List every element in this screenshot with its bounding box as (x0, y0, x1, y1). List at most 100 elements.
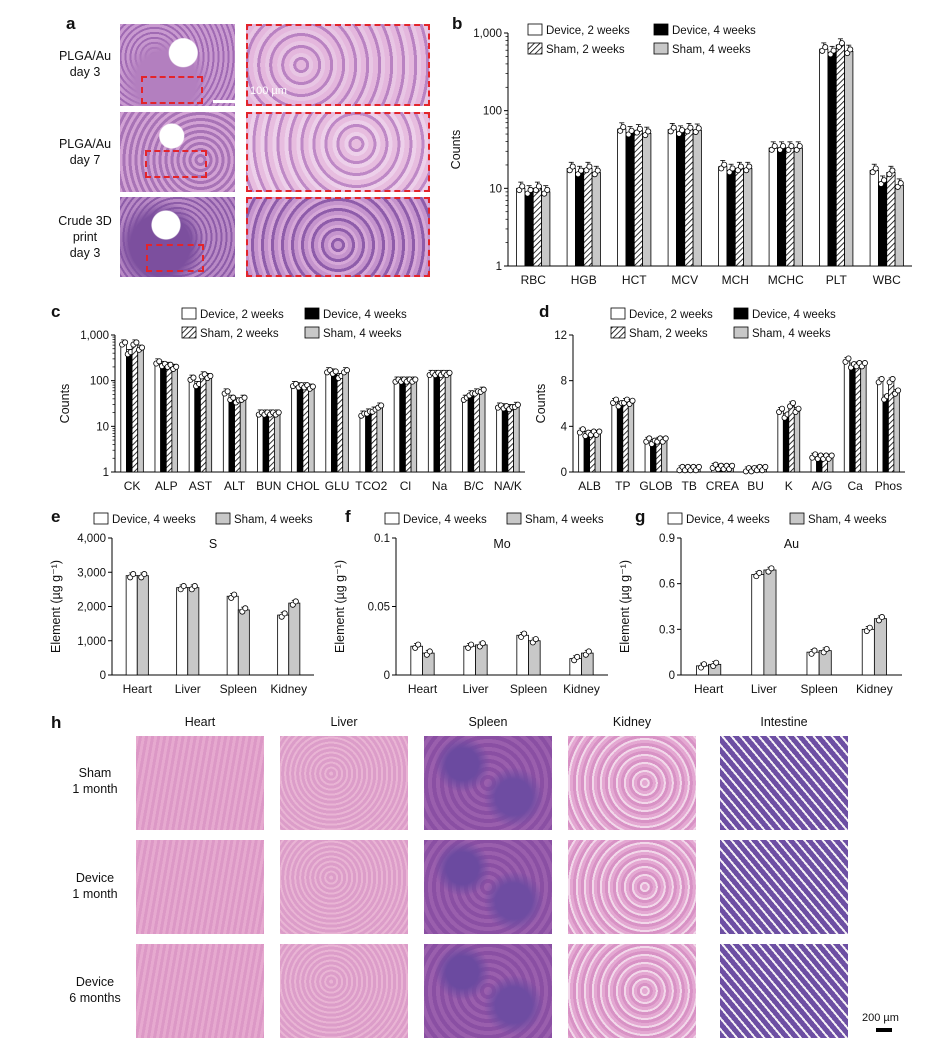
bar-c (160, 364, 167, 473)
histology-tile (280, 840, 408, 934)
data-point-b (687, 124, 694, 131)
data-point-b (670, 124, 677, 131)
histology-zoom-a1 (246, 24, 430, 106)
data-point-d (861, 360, 868, 367)
data-point-c (122, 339, 129, 346)
inset-box-a3 (146, 244, 204, 272)
y-tick-label-d: 12 (554, 330, 567, 342)
bar-b (768, 147, 778, 267)
x-tick-label-c: NA/K (494, 479, 522, 493)
panel-label-f: f (345, 507, 351, 526)
x-tick-label-c: AST (189, 479, 213, 493)
data-point-b (771, 143, 778, 150)
data-point-e (231, 591, 238, 598)
bar-c (205, 376, 213, 473)
data-point-b (636, 125, 643, 132)
histology-tile (568, 944, 696, 1038)
bar-f (410, 645, 423, 676)
legend-swatch-e (215, 512, 231, 525)
data-point-d (762, 463, 769, 470)
y-tick-label-c: 10 (96, 421, 109, 433)
histology-tile (280, 736, 408, 830)
data-point-b (569, 163, 576, 170)
bar-c (131, 343, 139, 473)
legend-swatch-b (527, 23, 543, 36)
x-tick-label-b: RBC (521, 273, 547, 287)
data-point-d (646, 435, 653, 442)
x-tick-label-d: A/G (812, 479, 833, 493)
bar-d (622, 400, 629, 473)
bar-c (234, 401, 241, 473)
bar-c (478, 390, 486, 473)
x-tick-label-d: BU (747, 479, 764, 493)
histology-tile (136, 736, 264, 830)
data-point-b (594, 167, 601, 174)
bar-d (793, 409, 801, 473)
y-tick-label-f: 0.05 (368, 602, 390, 614)
panel-label-d: d (539, 302, 550, 321)
bar-e (176, 587, 189, 676)
data-point-e (242, 605, 249, 612)
bar-b (886, 172, 896, 267)
data-point-c (133, 339, 140, 346)
y-tick-label-c: 1,000 (80, 330, 109, 342)
data-point-c (514, 401, 521, 408)
y-tick-label-e: 0 (100, 670, 106, 682)
data-point-d (579, 426, 586, 433)
y-axis-title-e: Element (µg g⁻¹) (49, 560, 63, 653)
bar-b (734, 168, 744, 267)
scale-bar-a (213, 100, 235, 103)
bar-d (877, 380, 884, 473)
bar-e (237, 609, 250, 676)
bar-e (187, 587, 200, 676)
data-point-d (828, 452, 835, 459)
data-point-c (446, 369, 453, 376)
x-tick-label-e: Liver (175, 682, 201, 696)
data-point-f (521, 630, 528, 637)
bar-c (405, 380, 412, 473)
bar-b (869, 170, 879, 267)
x-tick-label-b: HCT (622, 273, 647, 287)
data-point-b (737, 163, 744, 170)
bar-d (893, 391, 900, 473)
bar-c (439, 373, 446, 473)
bar-c (433, 373, 440, 473)
bar-c (331, 372, 338, 473)
x-tick-label-f: Liver (462, 682, 488, 696)
data-point-g (811, 647, 818, 654)
x-tick-label-d: TP (615, 479, 630, 493)
bar-e (288, 602, 301, 676)
bar-d (661, 439, 668, 473)
data-point-e (130, 571, 137, 578)
data-point-b (620, 124, 627, 131)
data-point-d (790, 399, 797, 406)
legend-label-c: Device, 2 weeks (200, 309, 284, 321)
bar-g (751, 574, 765, 676)
x-tick-label-g: Heart (694, 682, 724, 696)
histology-tile (720, 944, 848, 1038)
histology-image-a1 (120, 24, 235, 106)
bar-c (513, 405, 520, 473)
x-tick-label-c: ALP (155, 479, 178, 493)
data-point-f (574, 653, 581, 660)
legend-label-d: Sham, 2 weeks (629, 328, 708, 340)
bar-d (611, 400, 618, 473)
x-tick-label-b: WBC (873, 273, 901, 287)
data-point-b (881, 177, 888, 184)
bar-e (277, 614, 290, 676)
histology-zoom-a2 (246, 112, 430, 192)
data-point-b (746, 163, 753, 170)
bar-c (268, 413, 275, 473)
x-tick-label-g: Kidney (856, 682, 893, 696)
data-point-b (586, 163, 593, 170)
col-label-intestine: Intestine (760, 715, 808, 729)
x-tick-label-b: MCHC (768, 273, 804, 287)
data-point-c (332, 368, 339, 375)
data-point-c (167, 361, 174, 368)
x-tick-label-c: Cl (400, 479, 411, 493)
histology-tile (720, 736, 848, 830)
y-axis-title-b: Counts (449, 130, 463, 170)
bar-b (591, 172, 601, 267)
legend-swatch-c (181, 307, 197, 320)
